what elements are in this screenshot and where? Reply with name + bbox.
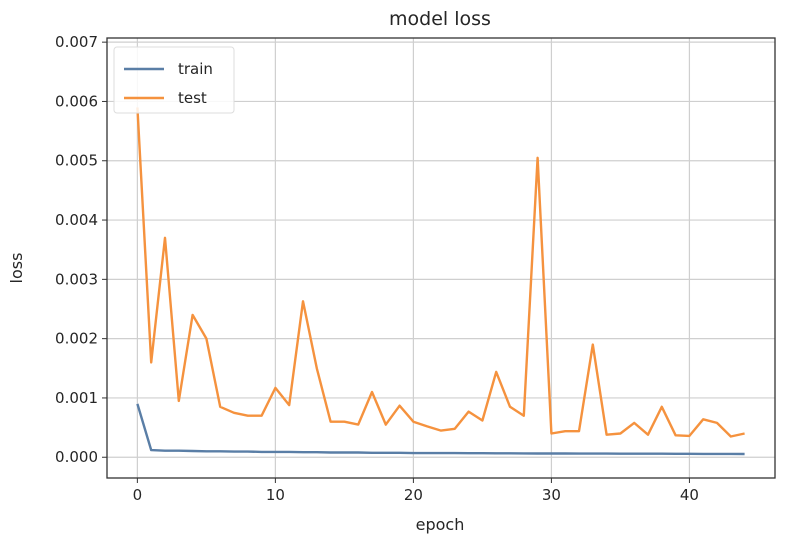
legend-box <box>113 46 235 114</box>
x-tick-label: 40 <box>680 486 699 504</box>
y-tick-label: 0.007 <box>55 33 98 51</box>
axis-ticks: 0 10 20 30 40 0.000 0.001 0.002 0.003 0.004 0.005 0… <box>55 33 699 504</box>
y-tick-label: 0.003 <box>55 270 98 288</box>
y-tick-label: 0.005 <box>55 152 98 170</box>
x-tick-label: 0 <box>133 486 143 504</box>
y-tick-label: 0.001 <box>55 389 98 407</box>
series-line-train <box>136 403 745 456</box>
x-tick-label: 30 <box>542 486 561 504</box>
series-lines <box>136 107 745 456</box>
series-line-test <box>136 107 745 438</box>
plot-area-frame <box>106 37 776 479</box>
x-axis-label: epoch <box>416 515 465 534</box>
legend: train test <box>113 46 235 114</box>
legend-label-train: train <box>178 60 213 78</box>
x-tick-label: 20 <box>404 486 423 504</box>
chart-title: model loss <box>389 8 491 30</box>
y-tick-label: 0.000 <box>55 448 98 466</box>
legend-label-test: test <box>178 89 207 107</box>
y-axis-label: loss <box>7 253 26 284</box>
x-tick-label: 10 <box>266 486 285 504</box>
y-tick-label: 0.004 <box>55 211 98 229</box>
y-tick-label: 0.006 <box>55 92 98 110</box>
y-tick-label: 0.002 <box>55 330 98 348</box>
